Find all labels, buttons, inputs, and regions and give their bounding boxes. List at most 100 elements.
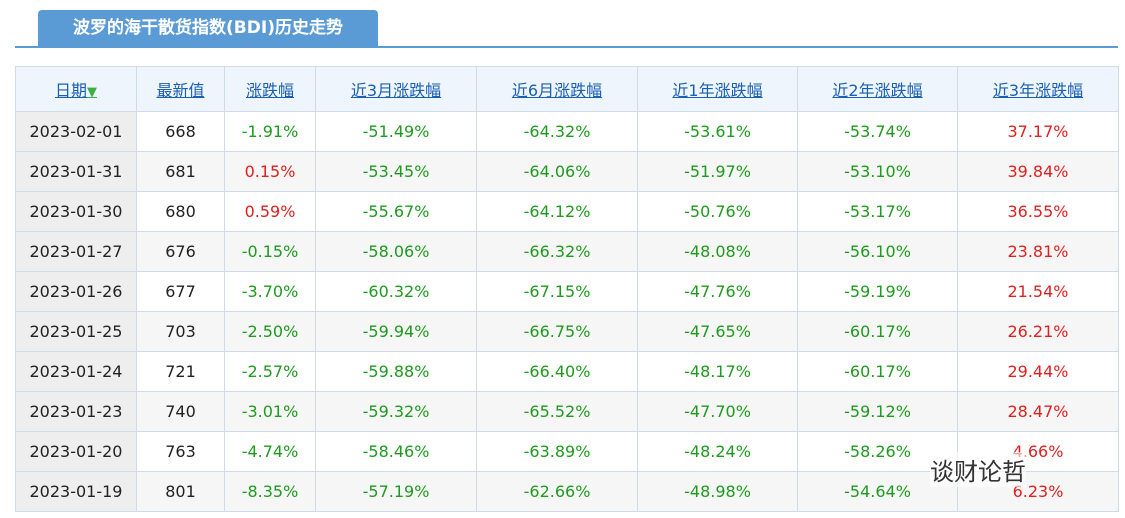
value-cell: -3.01% [224, 391, 316, 432]
value-cell: -8.35% [224, 471, 316, 512]
column-header: 日期▼ [15, 66, 137, 112]
value-cell: -3.70% [224, 271, 316, 312]
value-cell: 36.55% [957, 191, 1119, 232]
value-cell: -51.49% [315, 111, 477, 152]
value-cell: -67.15% [476, 271, 638, 312]
column-header: 近1年涨跌幅 [637, 66, 798, 112]
value-cell: -47.65% [637, 311, 798, 352]
value-cell: -55.67% [315, 191, 477, 232]
value-cell: -60.32% [315, 271, 477, 312]
value-cell: 37.17% [957, 111, 1119, 152]
value-cell: 680 [136, 191, 225, 232]
date-cell: 2023-01-25 [15, 311, 137, 352]
value-cell: 703 [136, 311, 225, 352]
value-cell: -60.17% [797, 351, 958, 392]
value-cell: -48.24% [637, 431, 798, 472]
value-cell: 29.44% [957, 351, 1119, 392]
value-cell: -53.17% [797, 191, 958, 232]
value-cell: 763 [136, 431, 225, 472]
column-header: 近6月涨跌幅 [476, 66, 638, 112]
value-cell: -66.32% [476, 231, 638, 272]
data-table: 日期▼ 最新值 涨跌幅 近3月涨跌幅 近6月涨跌幅 近1年涨跌幅 近2年涨跌幅 近3年涨跌幅 … [15, 66, 1119, 512]
header-link[interactable]: 涨跌幅 [245, 81, 294, 100]
value-cell: -53.61% [637, 111, 798, 152]
table-row: 2023-01-27 676 -0.15% -58.06% -66.32% -48.08%… [15, 231, 1119, 272]
tab-title[interactable]: 波罗的海干散货指数(BDI)历史走势 [38, 10, 378, 47]
header-row: 日期▼ 最新值 涨跌幅 近3月涨跌幅 近6月涨跌幅 近1年涨跌幅 近2年涨跌幅 近3年涨跌幅 [15, 66, 1119, 112]
value-cell: -65.52% [476, 391, 638, 432]
value-cell: -59.88% [315, 351, 477, 392]
date-cell: 2023-01-26 [15, 271, 137, 312]
tab-rule [15, 46, 1118, 48]
value-cell: 23.81% [957, 231, 1119, 272]
value-cell: 39.84% [957, 151, 1119, 192]
value-cell: -1.91% [224, 111, 316, 152]
value-cell: -48.17% [637, 351, 798, 392]
column-header: 涨跌幅 [224, 66, 316, 112]
value-cell: 740 [136, 391, 225, 432]
date-cell: 2023-01-24 [15, 351, 137, 392]
table-row: 2023-01-30 680 0.59% -55.67% -64.12% -50.76% -… [15, 191, 1119, 232]
table-row: 2023-01-23 740 -3.01% -59.32% -65.52% -47.70%… [15, 391, 1119, 432]
date-cell: 2023-01-20 [15, 431, 137, 472]
value-cell: 26.21% [957, 311, 1119, 352]
value-cell: -64.32% [476, 111, 638, 152]
value-cell: -60.17% [797, 311, 958, 352]
table-row: 2023-01-25 703 -2.50% -59.94% -66.75% -47.65%… [15, 311, 1119, 352]
header-link[interactable]: 最新值 [156, 81, 205, 100]
value-cell: -53.45% [315, 151, 477, 192]
value-cell: -4.74% [224, 431, 316, 472]
value-cell: -47.70% [637, 391, 798, 432]
value-cell: 0.59% [224, 191, 316, 232]
header-link[interactable]: 近3月涨跌幅 [350, 81, 442, 100]
value-cell: -63.89% [476, 431, 638, 472]
date-cell: 2023-02-01 [15, 111, 137, 152]
value-cell: -48.98% [637, 471, 798, 512]
date-cell: 2023-01-30 [15, 191, 137, 232]
value-cell: -59.12% [797, 391, 958, 432]
value-cell: -53.10% [797, 151, 958, 192]
header-link[interactable]: 近1年涨跌幅 [672, 81, 763, 100]
value-cell: 28.47% [957, 391, 1119, 432]
table-row: 2023-01-19 801 -8.35% -57.19% -62.66% -48.98%… [15, 471, 1119, 512]
value-cell: 801 [136, 471, 225, 512]
table-row: 2023-01-26 677 -3.70% -60.32% -67.15% -47.76%… [15, 271, 1119, 312]
value-cell: -59.19% [797, 271, 958, 312]
value-cell: -56.10% [797, 231, 958, 272]
value-cell: 721 [136, 351, 225, 392]
value-cell: -2.57% [224, 351, 316, 392]
column-header: 最新值 [136, 66, 225, 112]
value-cell: -58.06% [315, 231, 477, 272]
date-cell: 2023-01-19 [15, 471, 137, 512]
value-cell: -57.19% [315, 471, 477, 512]
table-row: 2023-01-24 721 -2.57% -59.88% -66.40% -48.17%… [15, 351, 1119, 392]
date-cell: 2023-01-23 [15, 391, 137, 432]
header-link[interactable]: 近6月涨跌幅 [511, 81, 603, 100]
watermark: 谈财论哲 [930, 452, 1026, 487]
value-cell: -58.46% [315, 431, 477, 472]
value-cell: -66.75% [476, 311, 638, 352]
date-cell: 2023-01-31 [15, 151, 137, 192]
value-cell: -50.76% [637, 191, 798, 232]
column-header: 近3月涨跌幅 [315, 66, 477, 112]
value-cell: -0.15% [224, 231, 316, 272]
header-link[interactable]: 近2年涨跌幅 [832, 81, 923, 100]
header-link[interactable]: 日期 [54, 81, 87, 100]
table-body: 2023-02-01 668 -1.91% -51.49% -64.32% -53.61%… [15, 111, 1119, 512]
value-cell: 0.15% [224, 151, 316, 192]
date-cell: 2023-01-27 [15, 231, 137, 272]
value-cell: -59.32% [315, 391, 477, 432]
value-cell: -66.40% [476, 351, 638, 392]
value-cell: 681 [136, 151, 225, 192]
table-row: 2023-02-01 668 -1.91% -51.49% -64.32% -53.61%… [15, 111, 1119, 152]
value-cell: -59.94% [315, 311, 477, 352]
value-cell: -62.66% [476, 471, 638, 512]
value-cell: -53.74% [797, 111, 958, 152]
value-cell: -64.12% [476, 191, 638, 232]
sort-arrow[interactable]: ▼ [87, 85, 97, 100]
value-cell: -47.76% [637, 271, 798, 312]
header-link[interactable]: 近3年涨跌幅 [992, 81, 1084, 100]
value-cell: -2.50% [224, 311, 316, 352]
value-cell: 668 [136, 111, 225, 152]
